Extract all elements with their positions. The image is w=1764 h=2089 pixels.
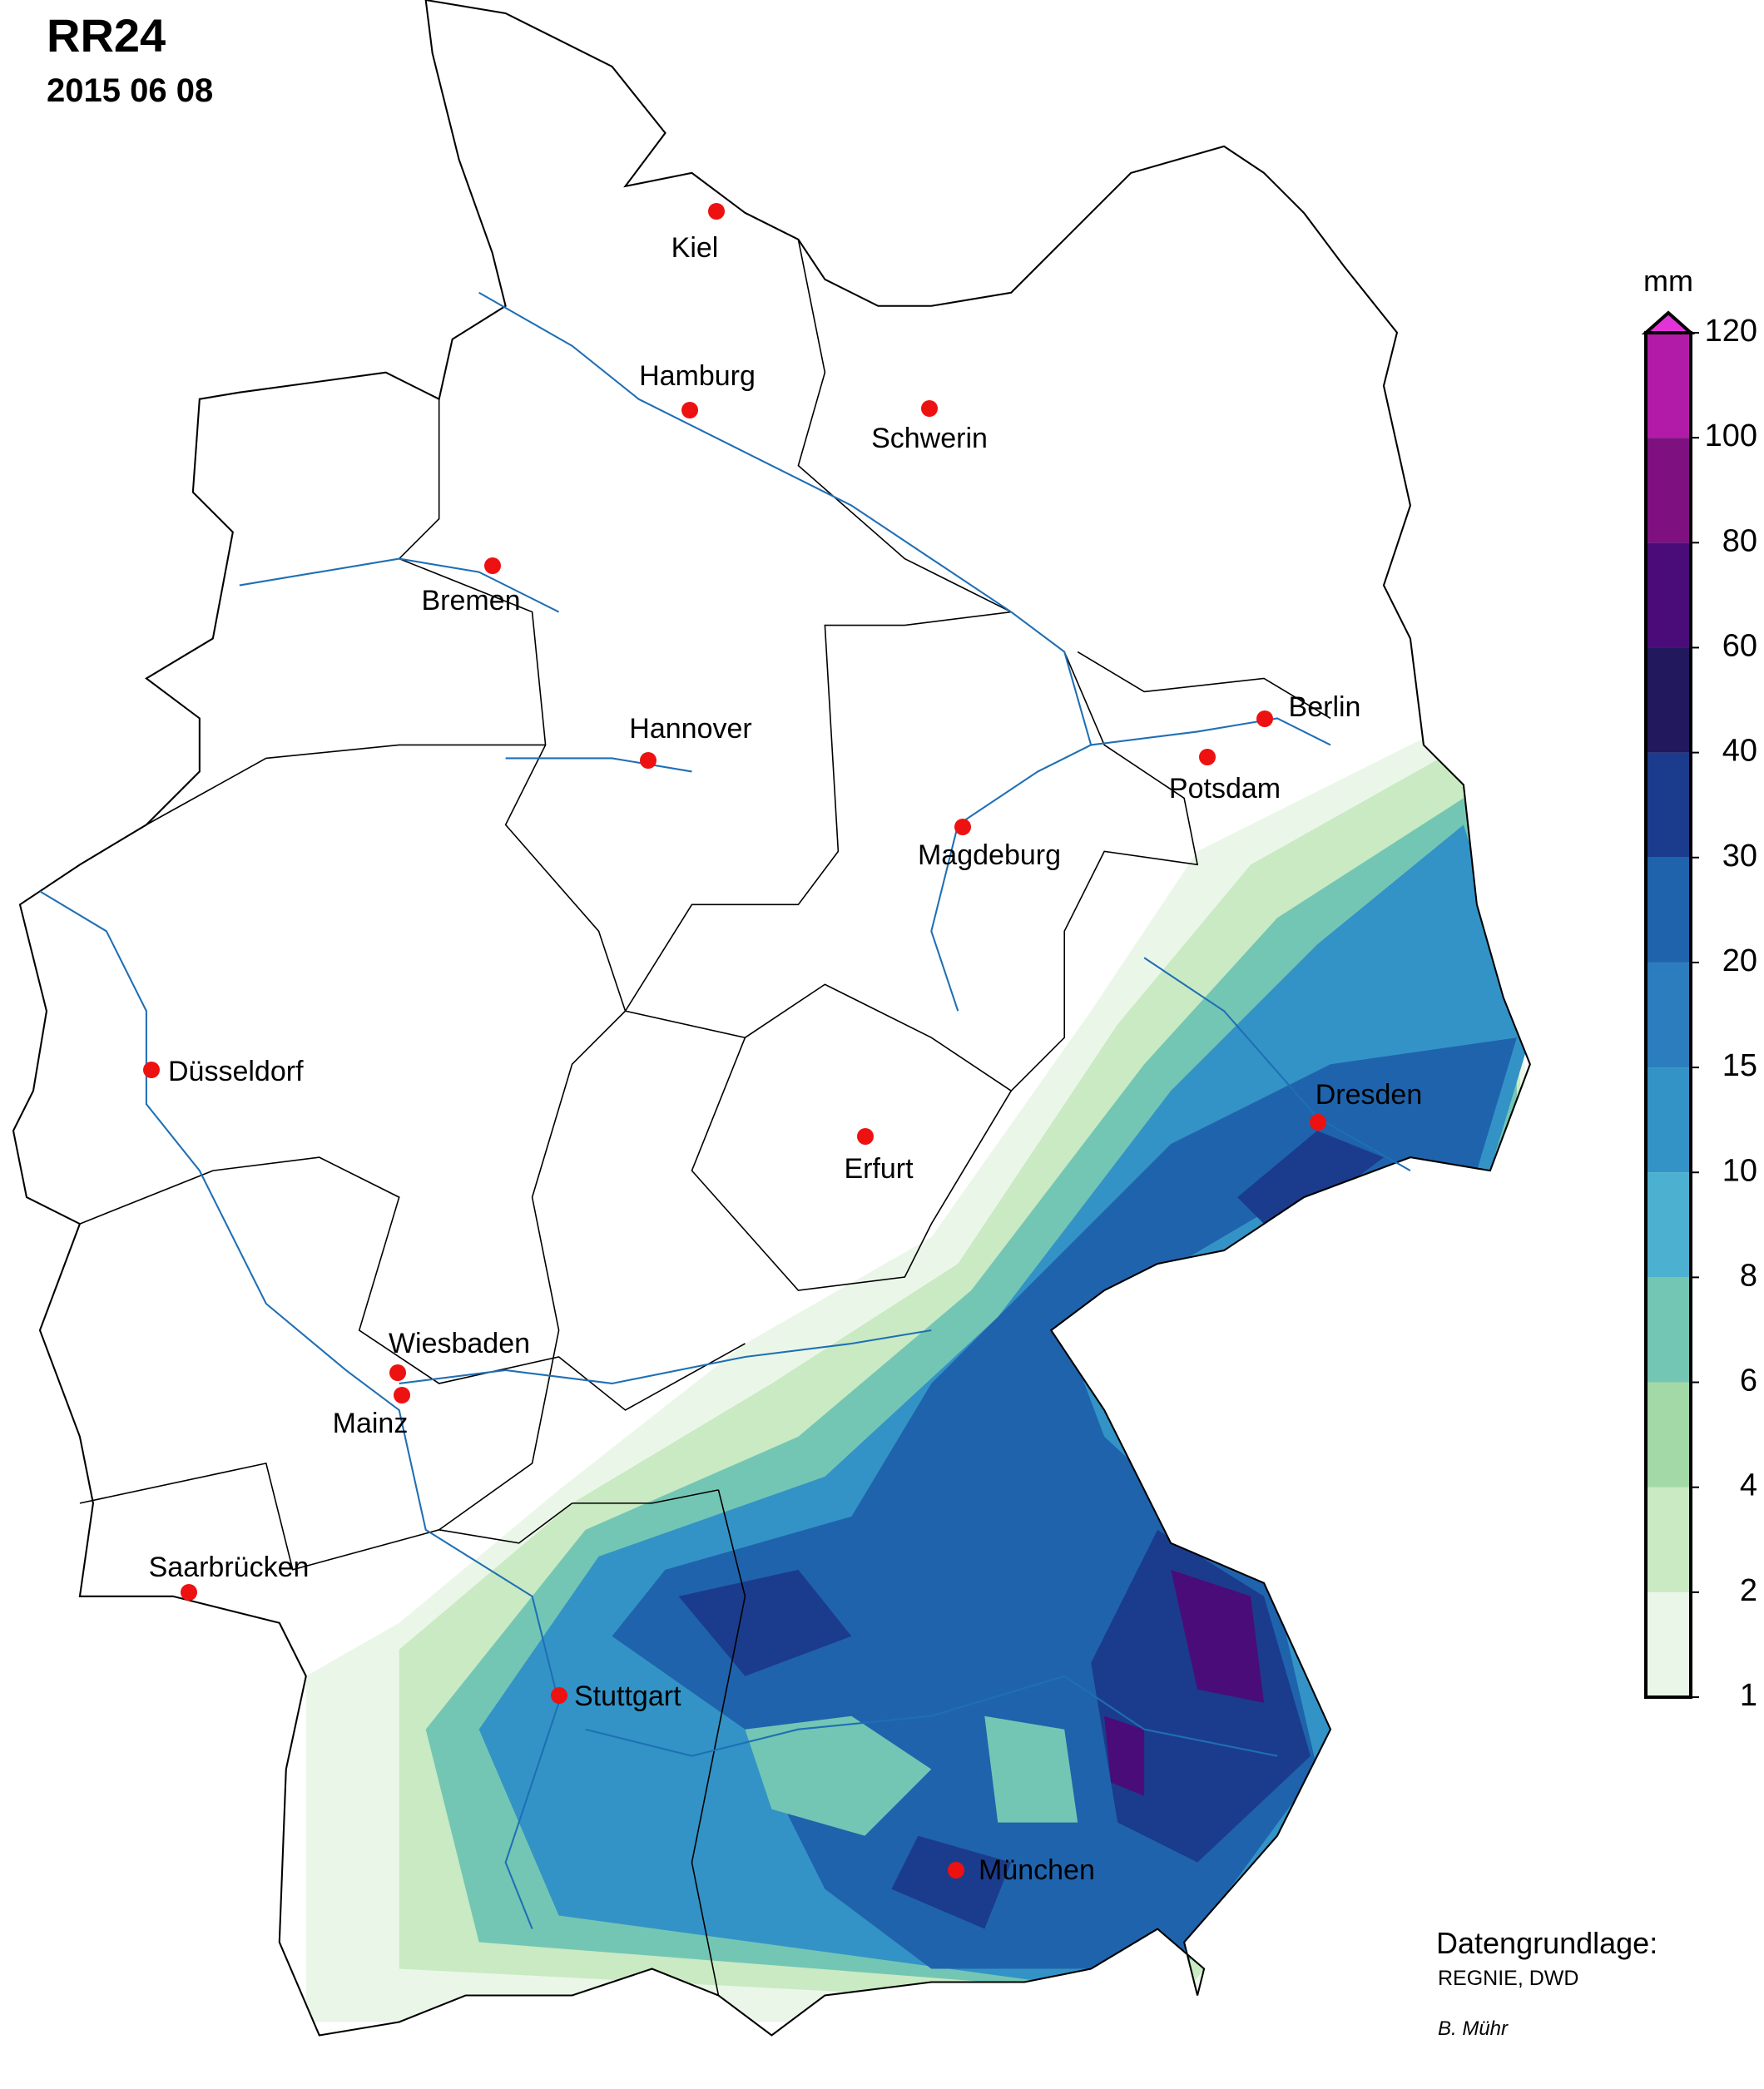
city-label: München <box>979 1854 1095 1886</box>
city-marker <box>484 557 501 574</box>
city-marker <box>640 752 657 769</box>
color-legend: 1 2 4 6 8 10 15 20 30 40 60 80 100 120 mm <box>1641 264 1757 1713</box>
city-marker <box>954 819 971 835</box>
city-label: Saarbrücken <box>149 1552 310 1583</box>
legend-swatch <box>1646 1277 1691 1383</box>
city-label: Magdeburg <box>918 839 1061 871</box>
city-marker <box>857 1128 874 1145</box>
legend-frame <box>1644 331 1692 1699</box>
legend-unit: mm <box>1643 264 1693 298</box>
city-label: Erfurt <box>844 1153 914 1185</box>
legend-tick-label: 2 <box>1740 1573 1757 1608</box>
legend-tick-label: 30 <box>1722 839 1757 874</box>
city-label: Potsdam <box>1169 773 1281 804</box>
city-marker <box>394 1387 410 1403</box>
legend-swatch <box>1646 962 1691 1068</box>
city-marker <box>1256 710 1273 727</box>
city-label: Wiesbaden <box>389 1328 530 1359</box>
legend-swatch <box>1646 857 1691 963</box>
legend-swatch <box>1646 438 1691 543</box>
city-marker <box>1199 749 1216 765</box>
legend-swatch <box>1646 1382 1691 1488</box>
legend-tick-label: 60 <box>1722 628 1757 663</box>
legend-swatch <box>1646 1592 1691 1697</box>
city-label: Düsseldorf <box>168 1056 304 1087</box>
legend-tick-label: 20 <box>1722 943 1757 978</box>
city-marker <box>181 1584 197 1601</box>
map-title: RR24 <box>47 9 166 62</box>
legend-swatch <box>1646 1172 1691 1278</box>
city-label: Stuttgart <box>574 1681 681 1712</box>
state-borders <box>79 239 1331 1996</box>
legend-swatch <box>1646 542 1691 648</box>
city-label: Mainz <box>333 1408 409 1439</box>
city-marker <box>921 400 938 417</box>
credit-author: B. Mühr <box>1438 2017 1509 2040</box>
legend-tick-label: 6 <box>1740 1364 1757 1398</box>
credit-source: REGNIE, DWD <box>1438 1967 1578 1990</box>
legend-tick-label: 80 <box>1722 523 1757 558</box>
legend-swatch <box>1646 752 1691 858</box>
legend-tick-label: 100 <box>1705 418 1757 453</box>
legend-over-arrow <box>1641 310 1696 334</box>
city-marker <box>389 1364 406 1381</box>
city-marker <box>143 1062 160 1078</box>
city-label: Berlin <box>1289 691 1361 723</box>
legend-swatch <box>1646 1487 1691 1592</box>
precipitation-field <box>305 718 1530 2022</box>
city-label: Bremen <box>421 585 520 616</box>
city-marker <box>948 1862 964 1879</box>
legend-tick-label: 1 <box>1740 1678 1757 1713</box>
legend-swatch <box>1646 333 1691 438</box>
legend-tick-label: 40 <box>1722 734 1757 769</box>
legend-swatch <box>1646 1067 1691 1173</box>
legend-swatch <box>1646 647 1691 753</box>
city-label: Hannover <box>629 713 751 745</box>
city-label: Hamburg <box>639 360 756 392</box>
city-marker <box>681 402 698 418</box>
city-label: Kiel <box>671 232 719 264</box>
legend-tick-label: 10 <box>1722 1153 1757 1188</box>
city-label: Dresden <box>1316 1079 1423 1111</box>
city-marker <box>551 1687 567 1704</box>
legend-tick-label: 15 <box>1722 1048 1757 1083</box>
credit-label: Datengrundlage: <box>1436 1926 1657 1960</box>
city-marker <box>708 203 725 220</box>
city-layer: Kiel Hamburg Schwerin Bremen Hannover Berlin P… <box>143 203 1422 1886</box>
germany-map <box>12 0 1531 2037</box>
city-label: Schwerin <box>871 423 988 454</box>
legend-tick-label: 120 <box>1705 314 1757 349</box>
map-date: 2015 06 08 <box>47 72 213 109</box>
city-marker <box>1310 1114 1326 1131</box>
legend-tick-label: 8 <box>1740 1258 1757 1293</box>
legend-tick-label: 4 <box>1740 1468 1757 1503</box>
